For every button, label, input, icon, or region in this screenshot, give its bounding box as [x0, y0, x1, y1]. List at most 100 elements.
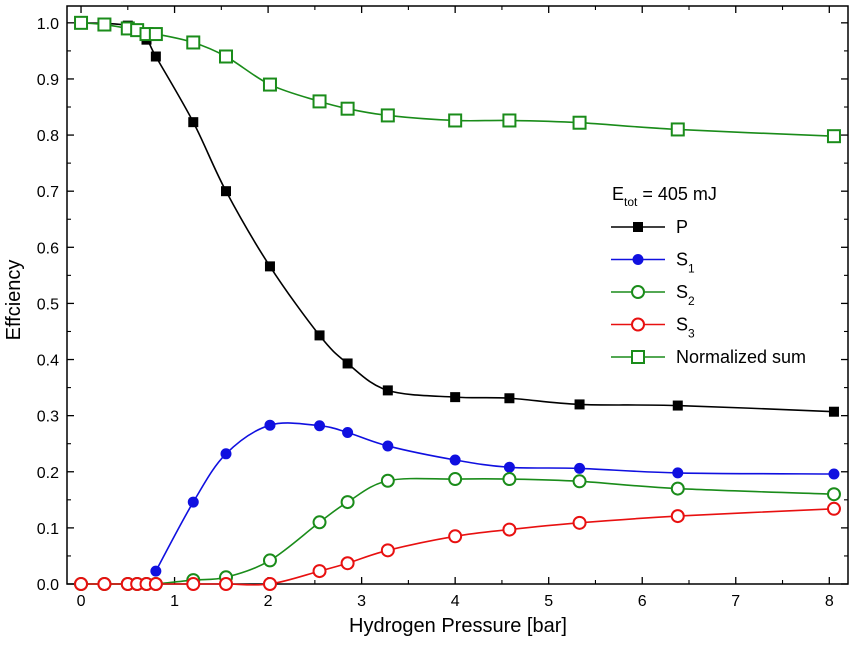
data-point-s3: [572, 515, 587, 530]
y-tick-label: 0.5: [37, 296, 59, 313]
x-tick-label: 4: [451, 593, 460, 610]
data-point-normalized-sum: [826, 129, 841, 144]
data-point-s3: [148, 577, 163, 591]
y-tick-label: 0.3: [37, 409, 59, 426]
legend-title: Etot = 405 mJ: [612, 184, 717, 209]
y-tick-label: 0.8: [37, 128, 59, 145]
series-line-s1: [155, 422, 834, 572]
data-point-normalized-sum: [448, 113, 463, 128]
data-point-s2: [312, 515, 327, 530]
data-point-normalized-sum: [572, 115, 587, 130]
x-tick-label: 0: [77, 593, 86, 610]
data-point-s2: [380, 473, 395, 488]
legend-entry-s1: S1: [611, 250, 695, 276]
data-point-p: [342, 358, 353, 369]
x-tick-label: 1: [170, 593, 179, 610]
data-point-p: [828, 406, 839, 417]
data-point-s1: [220, 448, 232, 460]
legend-entry-s2: S2: [611, 282, 695, 308]
data-point-p: [382, 385, 393, 396]
data-point-normalized-sum: [340, 101, 355, 116]
data-point-p: [574, 399, 585, 410]
data-point-normalized-sum: [262, 77, 277, 92]
data-point-normalized-sum: [502, 113, 517, 128]
legend-swatch-marker: [632, 254, 644, 265]
x-axis-label: Hydrogen Pressure [bar]: [349, 615, 567, 637]
legend-entry-p: P: [611, 217, 688, 237]
y-tick-label: 0.9: [37, 72, 59, 89]
data-point-s2: [448, 472, 463, 487]
data-point-normalized-sum: [312, 94, 327, 109]
data-point-s3: [97, 577, 112, 591]
series-layer: [74, 15, 841, 591]
y-axis-label: Effciency: [3, 260, 25, 341]
legend-label: S3: [676, 315, 695, 341]
data-point-s1: [342, 426, 354, 438]
data-point-s1: [449, 454, 461, 466]
data-point-s1: [264, 419, 276, 431]
data-point-normalized-sum: [148, 27, 163, 42]
x-tick-label: 3: [357, 593, 366, 610]
x-tick-label: 5: [544, 593, 553, 610]
data-point-s3: [74, 577, 89, 591]
data-point-normalized-sum: [670, 122, 685, 137]
legend-swatch-marker: [633, 222, 643, 232]
x-axis: 0 1 2 3 4 5 6 7 8: [77, 6, 834, 610]
data-point-s3: [262, 577, 277, 591]
data-point-p: [221, 186, 232, 197]
legend-swatch-marker: [631, 350, 645, 364]
data-point-s1: [828, 468, 840, 480]
legend-swatch-marker: [631, 317, 645, 332]
legend-swatch-marker: [631, 285, 645, 299]
legend-label: Normalized sum: [676, 347, 806, 367]
data-point-s1: [314, 420, 326, 432]
y-tick-label: 0.2: [37, 465, 59, 482]
data-point-p: [504, 393, 515, 404]
legend-entry-normalized-sum: Normalized sum: [611, 347, 806, 367]
y-tick-label: 0.7: [37, 184, 59, 201]
data-point-s3: [380, 543, 395, 558]
data-point-p: [150, 51, 161, 62]
y-tick-label: 0.0: [37, 577, 59, 594]
x-tick-label: 7: [731, 593, 740, 610]
series-s3: [74, 501, 841, 591]
data-point-normalized-sum: [380, 108, 395, 123]
data-point-s3: [448, 529, 463, 544]
data-point-s3: [312, 564, 327, 579]
data-point-s1: [150, 565, 162, 577]
data-point-s2: [262, 553, 277, 568]
series-p: [76, 17, 839, 417]
data-point-s3: [340, 556, 355, 571]
data-point-s2: [340, 495, 355, 510]
data-point-normalized-sum: [186, 35, 201, 50]
data-point-s3: [219, 577, 234, 591]
series-s1: [150, 419, 840, 577]
x-tick-label: 8: [825, 593, 834, 610]
legend-label: P: [676, 217, 688, 237]
data-point-s1: [503, 461, 515, 473]
data-point-s2: [502, 472, 517, 487]
data-point-p: [314, 330, 325, 341]
data-point-s2: [826, 487, 841, 502]
y-tick-label: 0.6: [37, 240, 59, 257]
data-point-s1: [672, 467, 684, 479]
legend-entry-s3: S3: [611, 315, 695, 341]
data-point-p: [188, 117, 199, 128]
y-tick-label: 1.0: [37, 16, 59, 33]
data-point-s2: [670, 481, 685, 496]
data-point-p: [450, 392, 461, 403]
data-point-p: [264, 261, 275, 272]
legend-label: S2: [676, 282, 695, 308]
data-point-normalized-sum: [219, 49, 234, 64]
data-point-s3: [502, 522, 517, 537]
data-point-p: [672, 400, 683, 411]
x-tick-label: 2: [264, 593, 273, 610]
data-point-s1: [382, 440, 394, 452]
data-point-s1: [574, 462, 586, 474]
plot-frame: [66, 5, 849, 585]
data-point-s3: [826, 501, 841, 516]
data-point-normalized-sum: [97, 17, 112, 32]
data-point-s1: [187, 496, 199, 508]
data-point-s3: [670, 509, 685, 524]
